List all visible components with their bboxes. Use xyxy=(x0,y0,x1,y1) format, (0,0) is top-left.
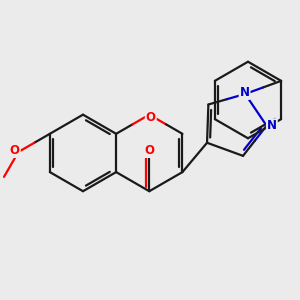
Text: O: O xyxy=(146,110,156,124)
Text: O: O xyxy=(10,144,20,157)
Text: O: O xyxy=(144,144,154,157)
Text: N: N xyxy=(240,86,250,99)
Text: N: N xyxy=(267,119,277,132)
